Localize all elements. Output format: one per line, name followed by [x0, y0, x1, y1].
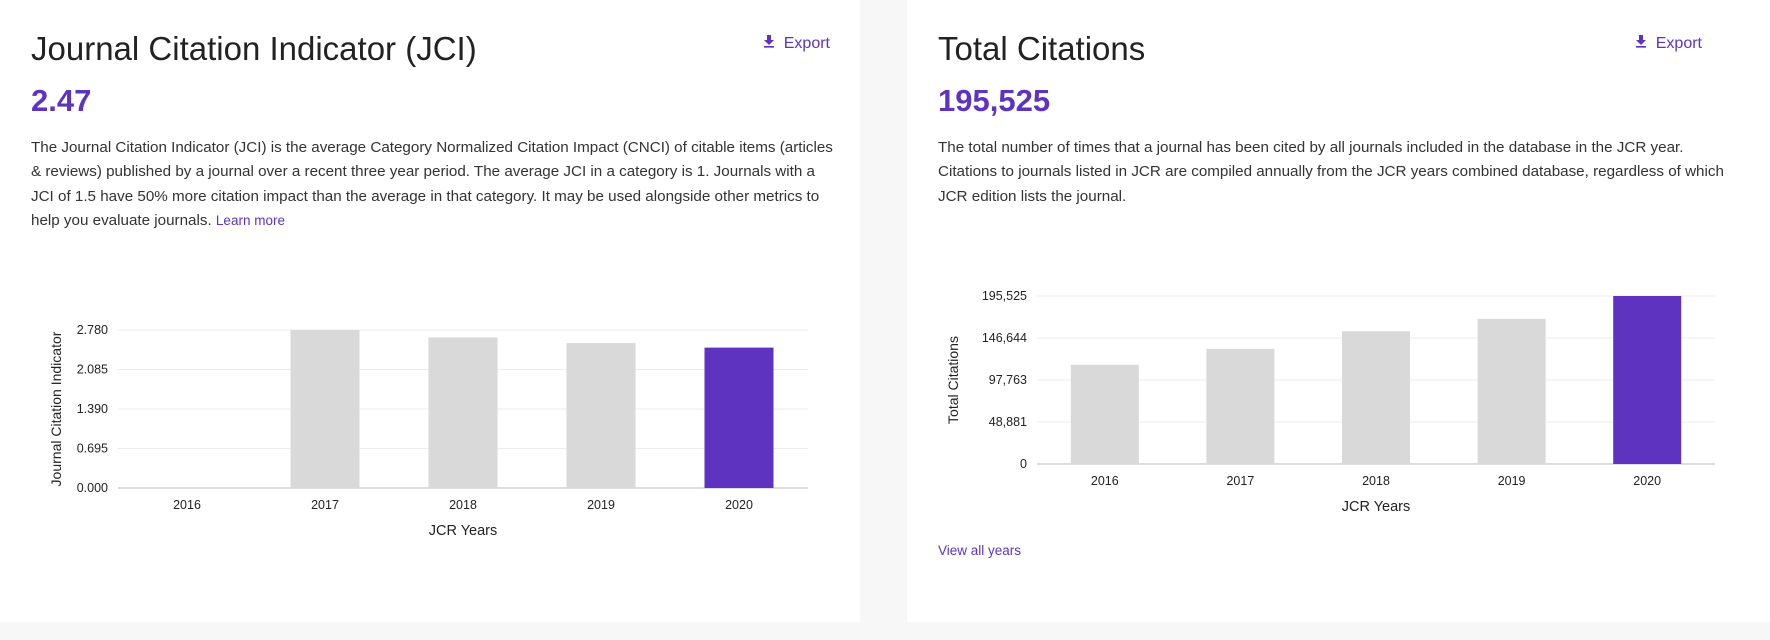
bar-2017: [290, 330, 360, 488]
y-tick-label: 48,881: [989, 415, 1027, 429]
x-tick-label: 2016: [1091, 474, 1119, 488]
export-label: Export: [783, 34, 830, 52]
y-tick-label: 146,644: [982, 331, 1027, 345]
export-label: Export: [1655, 34, 1702, 52]
x-tick-label: 2018: [1362, 474, 1390, 488]
bar-2020: [704, 347, 774, 488]
x-tick-label: 2017: [1226, 474, 1254, 488]
x-tick-label: 2019: [1498, 474, 1526, 488]
jci-description: The Journal Citation Indicator (JCI) is …: [31, 136, 836, 233]
x-axis-label: JCR Years: [1342, 499, 1411, 515]
x-tick-label: 2018: [449, 498, 477, 512]
total-citations-export-button[interactable]: Export: [1634, 34, 1702, 53]
total-citations-title: Total Citations: [938, 30, 1146, 67]
view-all-years-link[interactable]: View all years: [938, 543, 1022, 558]
x-tick-label: 2016: [173, 498, 201, 512]
x-axis-label: JCR Years: [429, 523, 498, 539]
y-tick-label: 0: [1020, 457, 1027, 471]
download-icon: [762, 34, 776, 53]
bar-2020: [1613, 296, 1682, 464]
x-tick-label: 2019: [587, 498, 615, 512]
jci-export-button[interactable]: Export: [762, 34, 830, 53]
jci-title: Journal Citation Indicator (JCI): [31, 30, 477, 67]
total-citations-description: The total number of times that a journal…: [938, 139, 1724, 205]
learn-more-link[interactable]: Learn more: [215, 212, 285, 228]
y-tick-label: 1.390: [77, 402, 108, 416]
x-tick-label: 2020: [1633, 474, 1661, 488]
y-axis-label: Journal Citation Indicator: [48, 331, 64, 486]
bar-2016: [1070, 364, 1139, 464]
total-citations-card: Total Citations Export 195,525 The total…: [907, 0, 1770, 622]
y-tick-label: 2.780: [77, 323, 108, 337]
y-tick-label: 195,525: [982, 289, 1027, 303]
y-axis-label: Total Citations: [945, 336, 961, 424]
jci-value: 2.47: [31, 83, 92, 118]
y-tick-label: 97,763: [989, 373, 1027, 387]
bar-2018: [428, 337, 498, 488]
y-tick-label: 0.000: [77, 481, 108, 495]
jci-bar-chart: 0.000 0.695 1.390 2.085 2.780 2016 2017 2018 201…: [48, 323, 808, 539]
y-tick-label: 0.695: [77, 442, 108, 456]
total-citations-bar-chart: 0 48,881 97,763 146,644 195,525 2016 2017 2018 2…: [945, 289, 1715, 515]
x-tick-label: 2017: [311, 498, 339, 512]
bar-2017: [1206, 348, 1275, 464]
bar-2019: [1477, 318, 1546, 464]
x-tick-label: 2020: [725, 498, 753, 512]
jci-card: Journal Citation Indicator (JCI) Export …: [0, 0, 860, 622]
bar-2019: [566, 343, 636, 488]
jci-description-text: The Journal Citation Indicator (JCI) is …: [31, 139, 833, 229]
bar-2018: [1342, 331, 1410, 464]
download-icon: [1634, 34, 1648, 53]
total-citations-value: 195,525: [938, 83, 1051, 118]
y-tick-label: 2.085: [77, 363, 108, 377]
